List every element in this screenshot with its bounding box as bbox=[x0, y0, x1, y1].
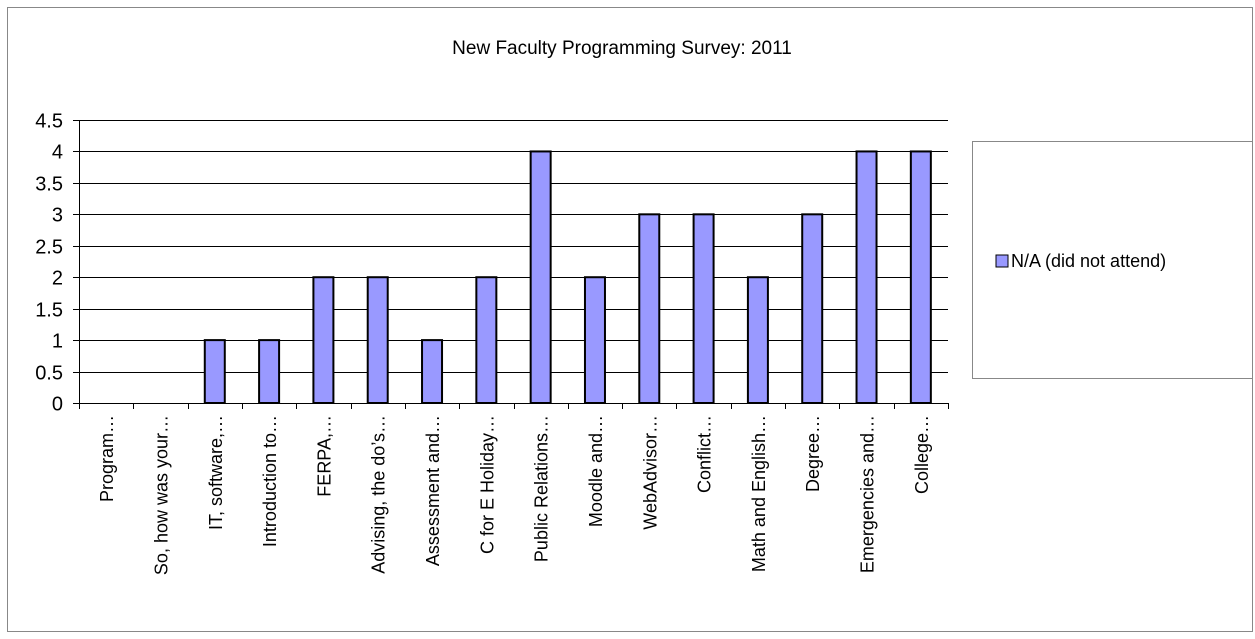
bar bbox=[475, 276, 498, 405]
y-tick-label: 4 bbox=[52, 142, 63, 164]
legend-swatch bbox=[995, 254, 1009, 268]
y-tick-label: 1.5 bbox=[35, 300, 63, 322]
x-tick-label: Conflict… bbox=[695, 415, 715, 493]
bars bbox=[203, 150, 932, 405]
bar bbox=[529, 150, 552, 404]
x-tick-label: Math and English… bbox=[749, 415, 769, 572]
x-tick-label: Moodle and… bbox=[586, 415, 606, 527]
bar bbox=[583, 276, 606, 405]
y-tick-label: 1 bbox=[52, 331, 63, 353]
x-tick-label: Advising, the do’s… bbox=[369, 415, 389, 574]
axes bbox=[79, 120, 948, 404]
x-tick-label: Introduction to… bbox=[260, 415, 280, 547]
x-tick-label: FERPA,… bbox=[314, 415, 334, 497]
bar bbox=[855, 150, 878, 404]
x-tick-label: So, how was your… bbox=[151, 415, 171, 575]
bar bbox=[909, 150, 932, 404]
legend-label: N/A (did not attend) bbox=[1011, 251, 1166, 271]
x-tick-label: WebAdvisor… bbox=[640, 415, 660, 530]
legend-box bbox=[972, 141, 1253, 379]
x-tick-label: Assessment and… bbox=[423, 415, 443, 566]
bar bbox=[258, 339, 281, 405]
chart-title: New Faculty Programming Survey: 2011 bbox=[452, 38, 792, 59]
y-tick-label: 2 bbox=[52, 268, 63, 290]
y-tick-labels: 0 0.5 1 1.5 2 2.5 3 3.5 4 4.5 bbox=[35, 111, 79, 416]
x-tick-label: C for E Holiday… bbox=[477, 415, 497, 554]
x-tick-label: IT, software,… bbox=[206, 415, 226, 530]
bar bbox=[746, 276, 769, 405]
y-tick-label: 3 bbox=[52, 205, 63, 227]
x-tick-label: College… bbox=[912, 415, 932, 494]
y-tick-label: 0.5 bbox=[35, 363, 63, 385]
bar bbox=[638, 213, 661, 404]
x-tick-label: Program… bbox=[97, 415, 117, 502]
bar bbox=[421, 339, 444, 405]
y-tick-label: 0 bbox=[52, 394, 63, 416]
y-tick-label: 2.5 bbox=[35, 237, 63, 259]
y-tick-label: 4.5 bbox=[35, 111, 63, 133]
x-tick-labels: Program… So, how was your… IT, software,… I… bbox=[79, 403, 949, 575]
bar bbox=[801, 213, 824, 404]
x-tick-label: Emergencies and… bbox=[858, 415, 878, 573]
bar bbox=[203, 339, 226, 405]
x-tick-label: Public Relations… bbox=[532, 415, 552, 562]
bar bbox=[312, 276, 335, 405]
x-tick-label: Degree… bbox=[803, 415, 823, 492]
y-tick-label: 3.5 bbox=[35, 174, 63, 196]
bar bbox=[366, 276, 389, 405]
bar bbox=[692, 213, 715, 404]
legend: N/A (did not attend) bbox=[972, 141, 1253, 379]
